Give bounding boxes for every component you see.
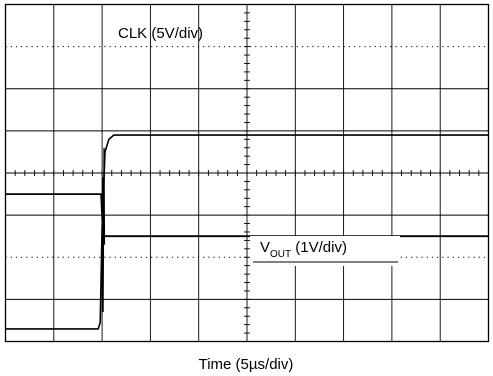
vout-trace	[5, 134, 489, 330]
vout-label-prefix: V	[260, 239, 270, 256]
plot-frame	[4, 3, 490, 343]
vout-edge-ringing	[101, 147, 106, 313]
vout-label-subscript: OUT	[270, 249, 291, 260]
center-axis-ticks	[5, 4, 489, 342]
vout-label-suffix: (1V/div)	[291, 239, 347, 256]
svg-text:VOUT (1V/div): VOUT (1V/div)	[260, 239, 347, 260]
x-axis-label: Time (5µs/div)	[199, 356, 294, 373]
vout-series-label: VOUT (1V/div)	[250, 236, 400, 266]
clk-series-label: CLK (5V/div)	[118, 25, 203, 42]
